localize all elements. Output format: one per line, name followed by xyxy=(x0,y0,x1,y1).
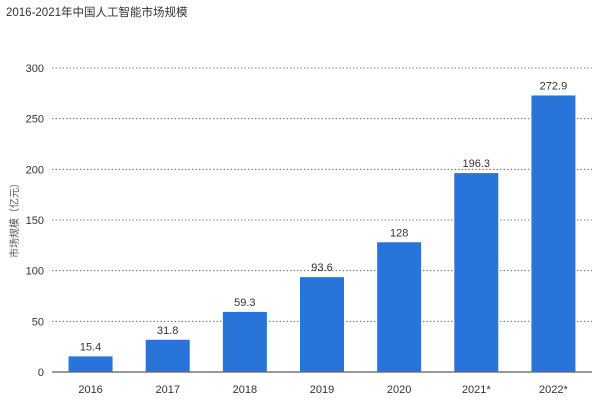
bar-2020 xyxy=(377,242,422,372)
data-label-2018: 59.3 xyxy=(234,297,255,309)
data-label-2019: 93.6 xyxy=(311,262,332,274)
x-tick-label-2021*: 2021* xyxy=(462,384,491,396)
bar-2018 xyxy=(222,311,267,372)
bar-2021* xyxy=(454,173,499,372)
y-tick-label-100: 100 xyxy=(26,266,44,278)
data-label-2016: 15.4 xyxy=(80,341,101,353)
data-labels: 15.4 31.8 59.3 93.6 128 196.3 272.9 xyxy=(80,80,567,353)
x-tick-label-2017: 2017 xyxy=(155,384,179,396)
y-tick-label-300: 300 xyxy=(26,63,44,75)
bars xyxy=(68,95,576,372)
data-label-2022*: 272.9 xyxy=(540,80,568,92)
bar-2019 xyxy=(300,277,344,372)
x-axis-ticks: 2016 2017 2018 2019 2020 2021* 2022* xyxy=(78,384,568,396)
bar-2016 xyxy=(68,356,113,372)
data-label-2017: 31.8 xyxy=(157,325,178,337)
x-tick-label-2016: 2016 xyxy=(78,384,102,396)
x-tick-label-2020: 2020 xyxy=(387,384,411,396)
y-tick-label-250: 250 xyxy=(26,114,44,126)
bar-2017 xyxy=(145,339,190,372)
bar-2022* xyxy=(531,95,576,372)
y-axis-ticks: 0 50 100 150 200 250 300 xyxy=(26,63,44,379)
x-tick-label-2022*: 2022* xyxy=(539,384,568,396)
y-tick-label-50: 50 xyxy=(32,316,44,328)
x-tick-label-2019: 2019 xyxy=(310,384,334,396)
y-tick-label-0: 0 xyxy=(38,367,44,379)
chart-title: 2016-2021年中国人工智能市场规模 xyxy=(6,7,188,19)
y-tick-label-150: 150 xyxy=(26,215,44,227)
data-label-2021*: 196.3 xyxy=(463,158,491,170)
y-axis-label: 市场规模（亿元） xyxy=(8,178,21,258)
data-label-2020: 128 xyxy=(390,227,408,239)
y-tick-label-200: 200 xyxy=(26,164,44,176)
x-tick-label-2018: 2018 xyxy=(233,384,257,396)
